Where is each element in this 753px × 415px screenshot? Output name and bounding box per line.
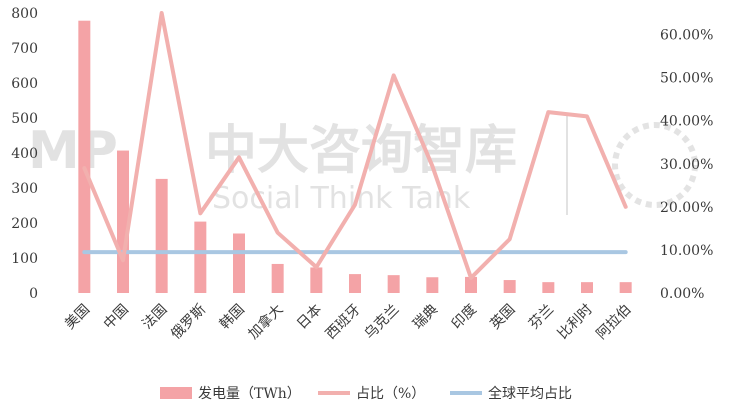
bar [581,282,593,293]
right-axis-tick-label: 10.00% [660,243,713,259]
bar [78,20,91,293]
legend-label-average: 全球平均占比 [488,385,572,402]
x-axis-category-label: 比利时 [555,302,596,343]
right-axis-tick-label: 30.00% [660,157,713,173]
right-axis-tick-label: 20.00% [660,200,713,216]
legend: 发电量（TWh） 占比（%） 全球平均占比 [160,385,572,402]
left-axis-tick-label: 400 [11,146,38,162]
x-axis-category-label: 阿拉伯 [593,302,634,343]
bar [465,276,477,293]
bar [349,274,361,293]
series-line-share [82,11,628,280]
bar [310,267,323,293]
x-axis-category-label: 法国 [139,302,170,333]
x-axis-category-label: 日本 [294,302,325,333]
bar [233,233,245,293]
x-axis-category-label: 韩国 [217,302,248,333]
watermark-logo: MP [28,121,118,181]
legend-label-share: 占比（%） [356,386,425,402]
x-axis-category-label: 芬兰 [526,302,557,333]
watermark-title: 中大咨询智库 [205,121,517,181]
left-axis-tick-label: 800 [11,6,38,22]
right-axis-tick-label: 40.00% [660,114,713,130]
bar [542,282,555,293]
left-axis-tick-label: 500 [11,111,38,127]
left-axis-tick-label: 200 [11,216,38,232]
x-axis-category-label: 瑞典 [410,302,441,333]
legend-label-bar: 发电量（TWh） [198,386,301,402]
x-axis-category-label: 俄罗斯 [168,302,209,343]
left-axis-tick-label: 0 [29,286,38,302]
watermark-emblem [612,122,698,208]
bar [387,275,400,293]
bar [155,178,168,293]
bar [619,282,632,293]
x-axis-category-label: 英国 [487,301,519,333]
left-axis-tick-label: 700 [11,41,38,57]
bar [271,263,284,293]
bar [194,221,207,293]
watermark-subtitle: Social Think Tank [212,181,471,216]
left-axis-tick-label: 600 [11,76,38,92]
x-axis-category-label: 美国 [62,302,93,333]
x-axis-category-label: 中国 [101,302,132,333]
legend-swatch-bar [160,387,192,399]
bar [426,277,439,293]
x-axis-category-label: 西班牙 [323,302,364,343]
x-axis-category-label: 加拿大 [245,301,287,343]
right-axis-tick-label: 50.00% [660,71,713,87]
bar [503,280,516,293]
left-axis-tick-label: 300 [11,181,38,197]
x-axis-category-label: 印度 [449,302,480,333]
right-axis-tick-label: 0.00% [660,286,704,302]
x-axis-category-label: 乌克兰 [361,302,402,343]
left-axis-tick-label: 100 [11,251,38,267]
right-axis-tick-label: 60.00% [660,28,713,44]
